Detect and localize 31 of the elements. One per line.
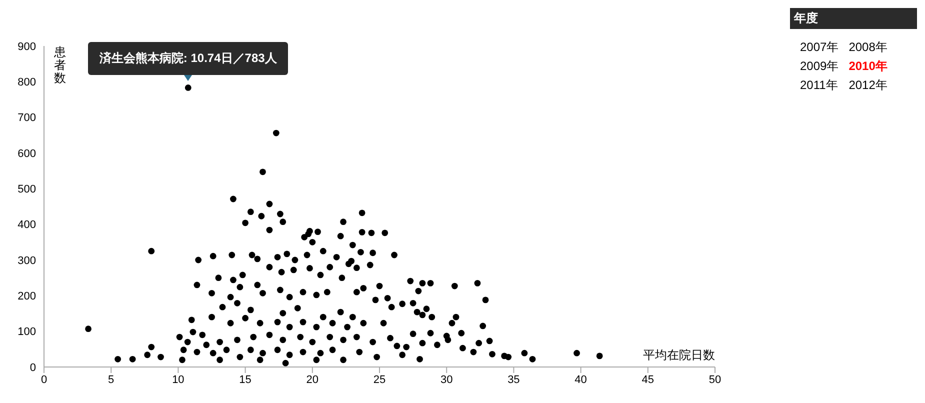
text: 2012年 [848, 77, 888, 94]
y-tick-label: 600 [18, 148, 36, 160]
y-tick-label: 100 [18, 326, 36, 338]
x-tick-label: 30 [440, 374, 453, 386]
y-tick-label: 200 [18, 290, 36, 303]
y-tick-label: 0 [30, 362, 36, 374]
x-tick-label: 40 [574, 374, 587, 386]
x-tick-label: 15 [239, 374, 252, 386]
y-tick-label: 300 [18, 254, 36, 267]
x-tick-label: 5 [108, 374, 114, 386]
legend-title: 年度 [790, 8, 917, 29]
y-tick-label: 400 [18, 219, 36, 232]
text: 2007年 [800, 39, 839, 56]
y-tick-label: 500 [18, 184, 36, 196]
annotation: 済生会熊本病院: 10.74日／783人 [88, 42, 288, 75]
x-tick-label: 20 [306, 374, 319, 386]
x-tick-label: 50 [708, 374, 722, 386]
text: 2011年 [800, 77, 839, 94]
x-tick-label: 25 [373, 374, 386, 386]
y-tick-label: 900 [18, 40, 36, 53]
x-tick-label: 0 [40, 374, 48, 386]
text: 2010年 [848, 58, 888, 75]
text: 2009年 [800, 58, 839, 75]
y-axis-title: 患者数 [54, 45, 67, 85]
y-tick-label: 700 [18, 112, 36, 124]
text: 2008年 [848, 39, 888, 56]
x-tick-label: 10 [172, 374, 184, 386]
x-tick-label: 35 [508, 374, 520, 386]
y-tick-label: 800 [18, 76, 36, 89]
x-tick-label: 45 [642, 374, 654, 386]
x-axis-title: 平均在院日数 [643, 347, 715, 364]
